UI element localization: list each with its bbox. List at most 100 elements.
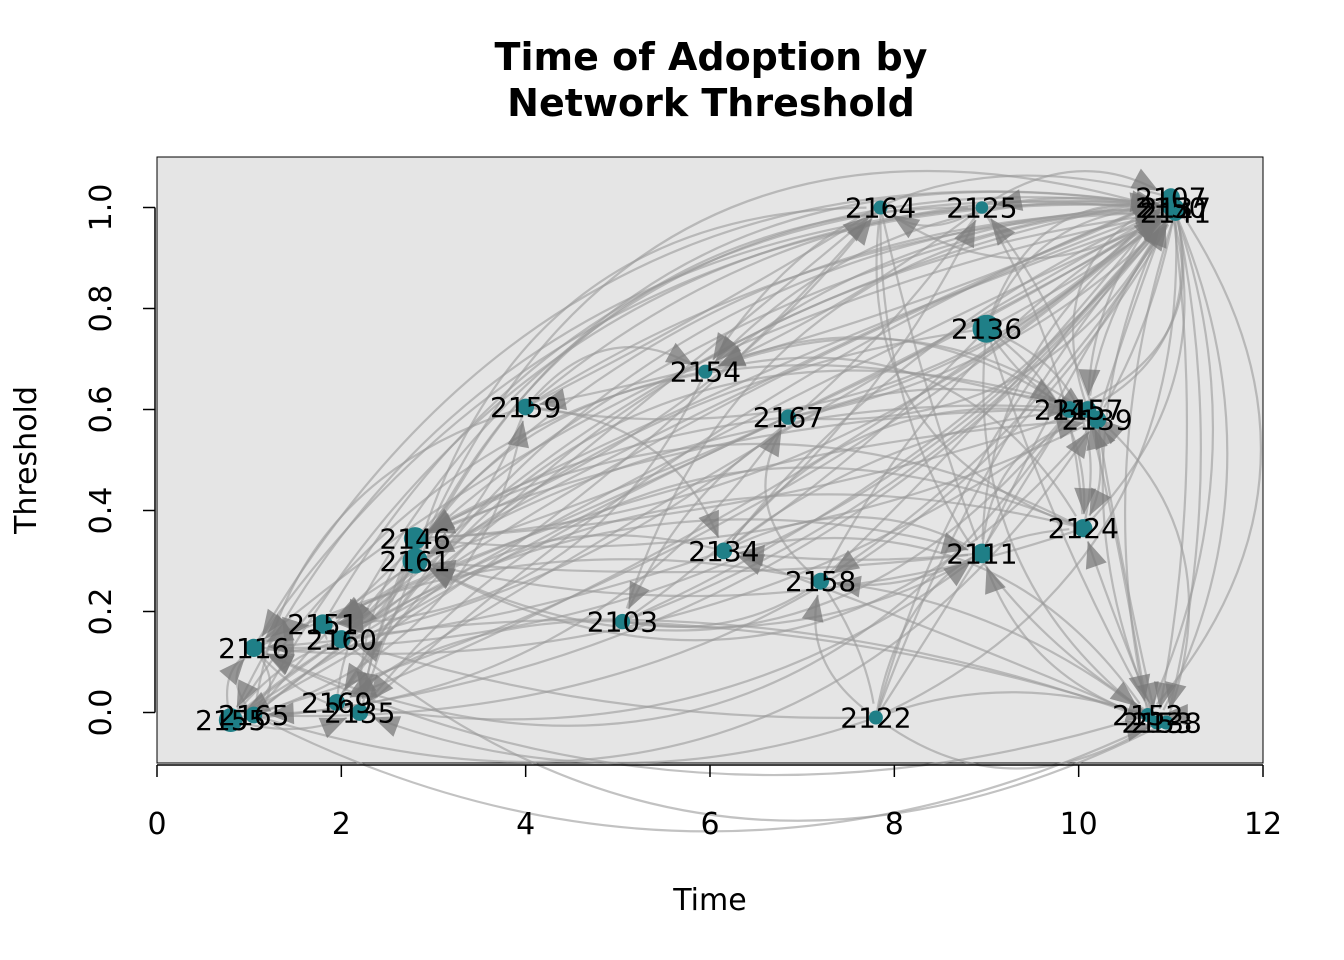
node-2159 <box>517 398 535 416</box>
edge-arrowhead <box>1165 681 1187 709</box>
edge-arrowhead <box>427 532 456 555</box>
node-label-2164: 2164 <box>845 192 916 225</box>
network-edge <box>414 424 1085 548</box>
node-label-2134: 2134 <box>688 535 759 568</box>
node-label-2137: 2137 <box>1140 192 1211 225</box>
node-label-2107: 2107 <box>1135 181 1206 214</box>
edge-arrowhead <box>507 420 529 449</box>
network-edge <box>819 580 875 704</box>
network-edge <box>253 430 1091 764</box>
node-label-2157: 2157 <box>1052 394 1123 427</box>
edge-arrowhead <box>995 189 1024 211</box>
edge-arrowhead <box>1085 541 1107 570</box>
node-2151 <box>313 614 333 634</box>
edge-arrowhead <box>1124 719 1153 742</box>
network-edge <box>267 549 725 648</box>
edge-arrowhead <box>954 220 976 249</box>
network-edge <box>343 534 725 692</box>
y-tick-label: 0.2 <box>84 588 119 636</box>
network-edge <box>265 558 821 643</box>
network-edge <box>1123 212 1177 702</box>
x-axis: 0 2 4 6 8 10 12 <box>147 764 1282 842</box>
node-label-2138: 2138 <box>1131 707 1202 740</box>
network-edge <box>349 206 1177 699</box>
node-2111 <box>972 543 992 564</box>
edge-arrowhead <box>834 575 862 598</box>
network-edge <box>253 420 525 717</box>
network-edge <box>426 211 1176 533</box>
node-2103 <box>614 613 631 630</box>
node-label-2161: 2161 <box>379 545 450 578</box>
x-tick-label: 8 <box>885 807 904 842</box>
node-label-2154: 2154 <box>670 356 741 389</box>
network-edge <box>980 206 1084 515</box>
network-edge <box>419 169 1176 549</box>
network-edge <box>625 206 1176 609</box>
edge-arrowhead <box>428 559 457 581</box>
network-edge <box>367 466 1084 703</box>
node-2160 <box>332 630 351 649</box>
edge-arrowhead <box>1089 487 1111 516</box>
edge-arrowhead <box>737 554 766 575</box>
edge-arrowhead <box>943 561 971 587</box>
node-2165 <box>245 706 263 724</box>
edge-arrowhead <box>1161 704 1188 726</box>
network-edge <box>358 190 1158 713</box>
node-label-2122: 2122 <box>840 702 911 735</box>
x-tick-label: 4 <box>516 807 535 842</box>
x-tick-label: 0 <box>147 807 166 842</box>
edge-arrowhead <box>985 566 1006 595</box>
edge-arrowhead <box>698 509 719 538</box>
network-edge <box>1101 207 1172 711</box>
edge-arrowhead <box>892 215 921 239</box>
network-edge <box>372 716 877 764</box>
x-tick-label: 10 <box>1060 807 1098 842</box>
network-edge <box>1090 422 1149 716</box>
network-edge <box>989 217 1099 420</box>
node-label-2169: 2169 <box>301 686 372 719</box>
edge-arrowhead <box>665 342 694 365</box>
node-label-2167: 2167 <box>753 401 824 434</box>
edge-arrowhead <box>759 429 782 458</box>
network-edge <box>354 642 876 719</box>
edge-arrowhead <box>351 602 378 630</box>
network-edge <box>737 551 983 561</box>
network-edge <box>819 207 1163 582</box>
node-2169 <box>328 694 346 711</box>
edge-arrowhead <box>801 594 824 623</box>
network-edge <box>723 536 1141 705</box>
node-layer <box>218 188 1184 732</box>
edge-arrowhead <box>347 598 370 627</box>
network-edge <box>635 206 1172 618</box>
network-edge <box>348 206 1172 696</box>
node-label-2103: 2103 <box>587 606 658 639</box>
edge-arrowhead <box>318 717 347 739</box>
network-edge <box>265 720 1158 833</box>
network-edge <box>229 642 329 721</box>
arrowhead-layer <box>219 168 1188 742</box>
node-label-2135: 2135 <box>324 697 395 730</box>
chart-title-line-1: Time of Adoption by <box>495 35 928 79</box>
y-tick-label: 0.6 <box>84 386 119 434</box>
y-tick-label: 0.0 <box>84 689 119 737</box>
edge-arrowhead <box>266 654 295 676</box>
node-label-2146: 2146 <box>379 522 450 555</box>
network-edge <box>229 364 1085 721</box>
network-edge <box>712 174 1172 361</box>
edge-arrowhead <box>282 616 309 639</box>
edge-arrowhead <box>1055 417 1084 440</box>
edge-arrowhead <box>354 641 383 662</box>
edge-arrowhead <box>539 388 567 411</box>
network-edge <box>874 528 1070 718</box>
network-edge <box>874 217 1168 718</box>
network-edge <box>801 211 1177 416</box>
edge-arrowhead <box>1086 423 1108 451</box>
node-label-2124: 2124 <box>1048 512 1119 545</box>
network-edge <box>354 206 983 638</box>
network-edge <box>235 206 982 708</box>
edge-arrowhead <box>1065 431 1090 459</box>
node-label-2158: 2158 <box>785 565 856 598</box>
node-2146 <box>403 527 427 550</box>
